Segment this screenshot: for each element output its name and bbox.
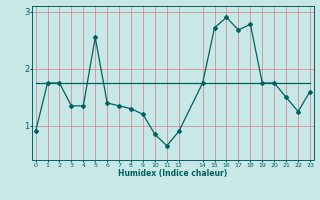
X-axis label: Humidex (Indice chaleur): Humidex (Indice chaleur) (118, 169, 228, 178)
